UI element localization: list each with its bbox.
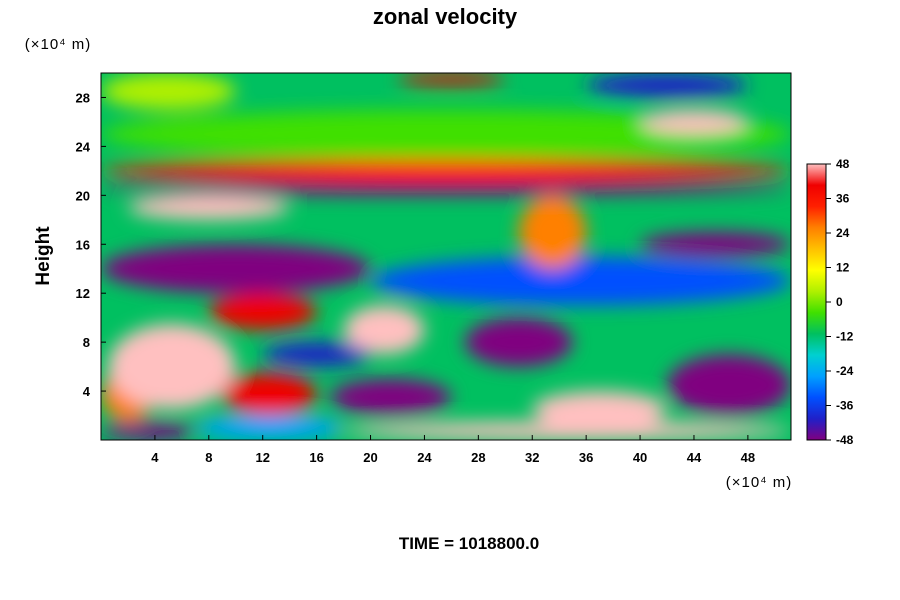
field-region-19	[101, 158, 791, 184]
y-tick-label-5: 24	[76, 139, 91, 154]
y-tick-label-3: 16	[76, 237, 90, 252]
colorbar-tick-label-2: 24	[836, 226, 850, 240]
field-region-11	[343, 305, 425, 355]
field-region-24	[101, 73, 236, 110]
field-region-18	[101, 183, 791, 196]
x-tick-label-8: 36	[579, 450, 593, 465]
x-tick-label-7: 32	[525, 450, 539, 465]
y-axis-ticks: 4 8 12 16 20 24 28	[76, 90, 106, 399]
colorbar-tick-label-3: 12	[836, 261, 850, 275]
y-axis-label: Height	[33, 226, 54, 286]
field-region-14	[370, 256, 791, 306]
x-tick-label-3: 16	[309, 450, 323, 465]
x-tick-label-10: 44	[687, 450, 702, 465]
field-region-10	[208, 293, 317, 330]
y-axis-unit: (×10⁴ m)	[25, 36, 92, 53]
field-region-21	[640, 109, 748, 135]
x-axis-unit: (×10⁴ m)	[726, 474, 793, 491]
x-tick-label-2: 12	[255, 450, 269, 465]
x-tick-label-5: 24	[417, 450, 432, 465]
field-region-0	[101, 421, 196, 440]
colorbar: 48 36 24 12 0 -12 -24 -36 -48	[806, 157, 854, 447]
y-tick-label-6: 28	[76, 90, 90, 105]
x-tick-label-1: 8	[205, 450, 212, 465]
field-region-5	[222, 372, 317, 416]
y-tick-label-0: 4	[83, 384, 91, 399]
field-region-23	[586, 73, 748, 98]
field-region-7	[464, 317, 573, 367]
plot-frame	[100, 72, 792, 441]
x-tick-label-9: 40	[633, 450, 647, 465]
colorbar-tick-label-1: 36	[836, 192, 850, 206]
colorbar-tick-label-5: -12	[836, 330, 854, 344]
y-tick-label-2: 12	[76, 286, 90, 301]
field-region-17	[518, 195, 587, 269]
time-annotation: TIME = 1018800.0	[399, 534, 539, 553]
x-tick-label-0: 4	[151, 450, 159, 465]
field-region-9	[667, 354, 791, 416]
field-region-13	[101, 244, 371, 294]
field-region-22	[397, 73, 506, 86]
colorbar-tick-label-7: -36	[836, 399, 854, 413]
field-region-15	[640, 232, 791, 257]
colorbar-tick-label-0: 48	[836, 157, 850, 171]
field-region-16	[127, 195, 290, 220]
x-tick-label-6: 28	[471, 450, 485, 465]
field-region-2	[343, 421, 791, 440]
x-axis-ticks: 4 8 12 16 20 24 28 32 36 40 44 48	[151, 435, 755, 465]
field-region-20	[101, 109, 791, 159]
field-region-6	[330, 378, 452, 416]
velocity-field	[101, 73, 791, 440]
colorbar-ticks: 48 36 24 12 0 -12 -24 -36 -48	[826, 157, 854, 447]
colorbar-tick-label-8: -48	[836, 433, 854, 447]
field-region-4	[107, 323, 236, 410]
y-tick-label-1: 8	[83, 335, 90, 350]
colorbar-tick-label-4: 0	[836, 295, 843, 309]
x-tick-label-4: 20	[363, 450, 377, 465]
plot-area	[100, 72, 792, 441]
chart-title: zonal velocity	[373, 4, 518, 29]
colorbar-scale	[806, 163, 827, 441]
field-region-12	[262, 342, 371, 367]
field-region-1	[195, 415, 344, 440]
field-region-8	[532, 391, 668, 428]
y-tick-label-4: 20	[76, 188, 90, 203]
colorbar-tick-label-6: -24	[836, 364, 854, 378]
x-tick-label-11: 48	[741, 450, 755, 465]
